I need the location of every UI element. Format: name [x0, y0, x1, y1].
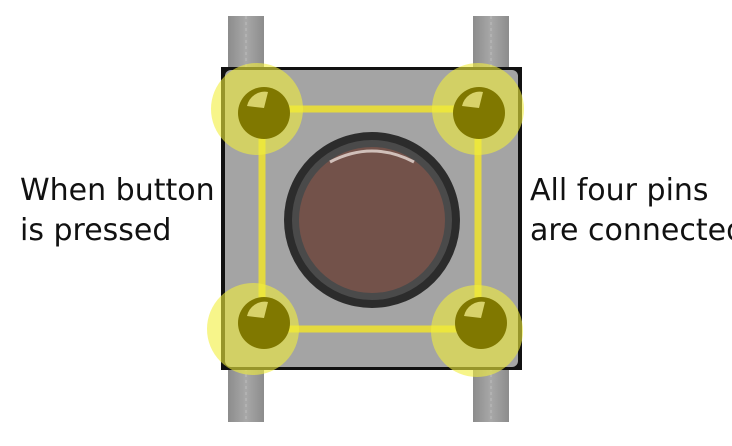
button-cap: [299, 147, 445, 293]
left-caption-line1: When button: [20, 173, 215, 208]
pins: [207, 63, 524, 377]
pin-top-left: [211, 63, 303, 155]
pin-top-right: [432, 63, 524, 155]
pin-bottom-right: [431, 285, 523, 377]
left-caption-line2: is pressed: [20, 213, 172, 248]
push-button: [284, 132, 460, 308]
left-caption: When button is pressed: [20, 171, 215, 251]
pin-bottom-left: [207, 283, 299, 375]
right-caption: All four pins are connected: [530, 171, 732, 251]
right-caption-line2: are connected: [530, 213, 732, 248]
right-caption-line1: All four pins: [530, 173, 709, 208]
